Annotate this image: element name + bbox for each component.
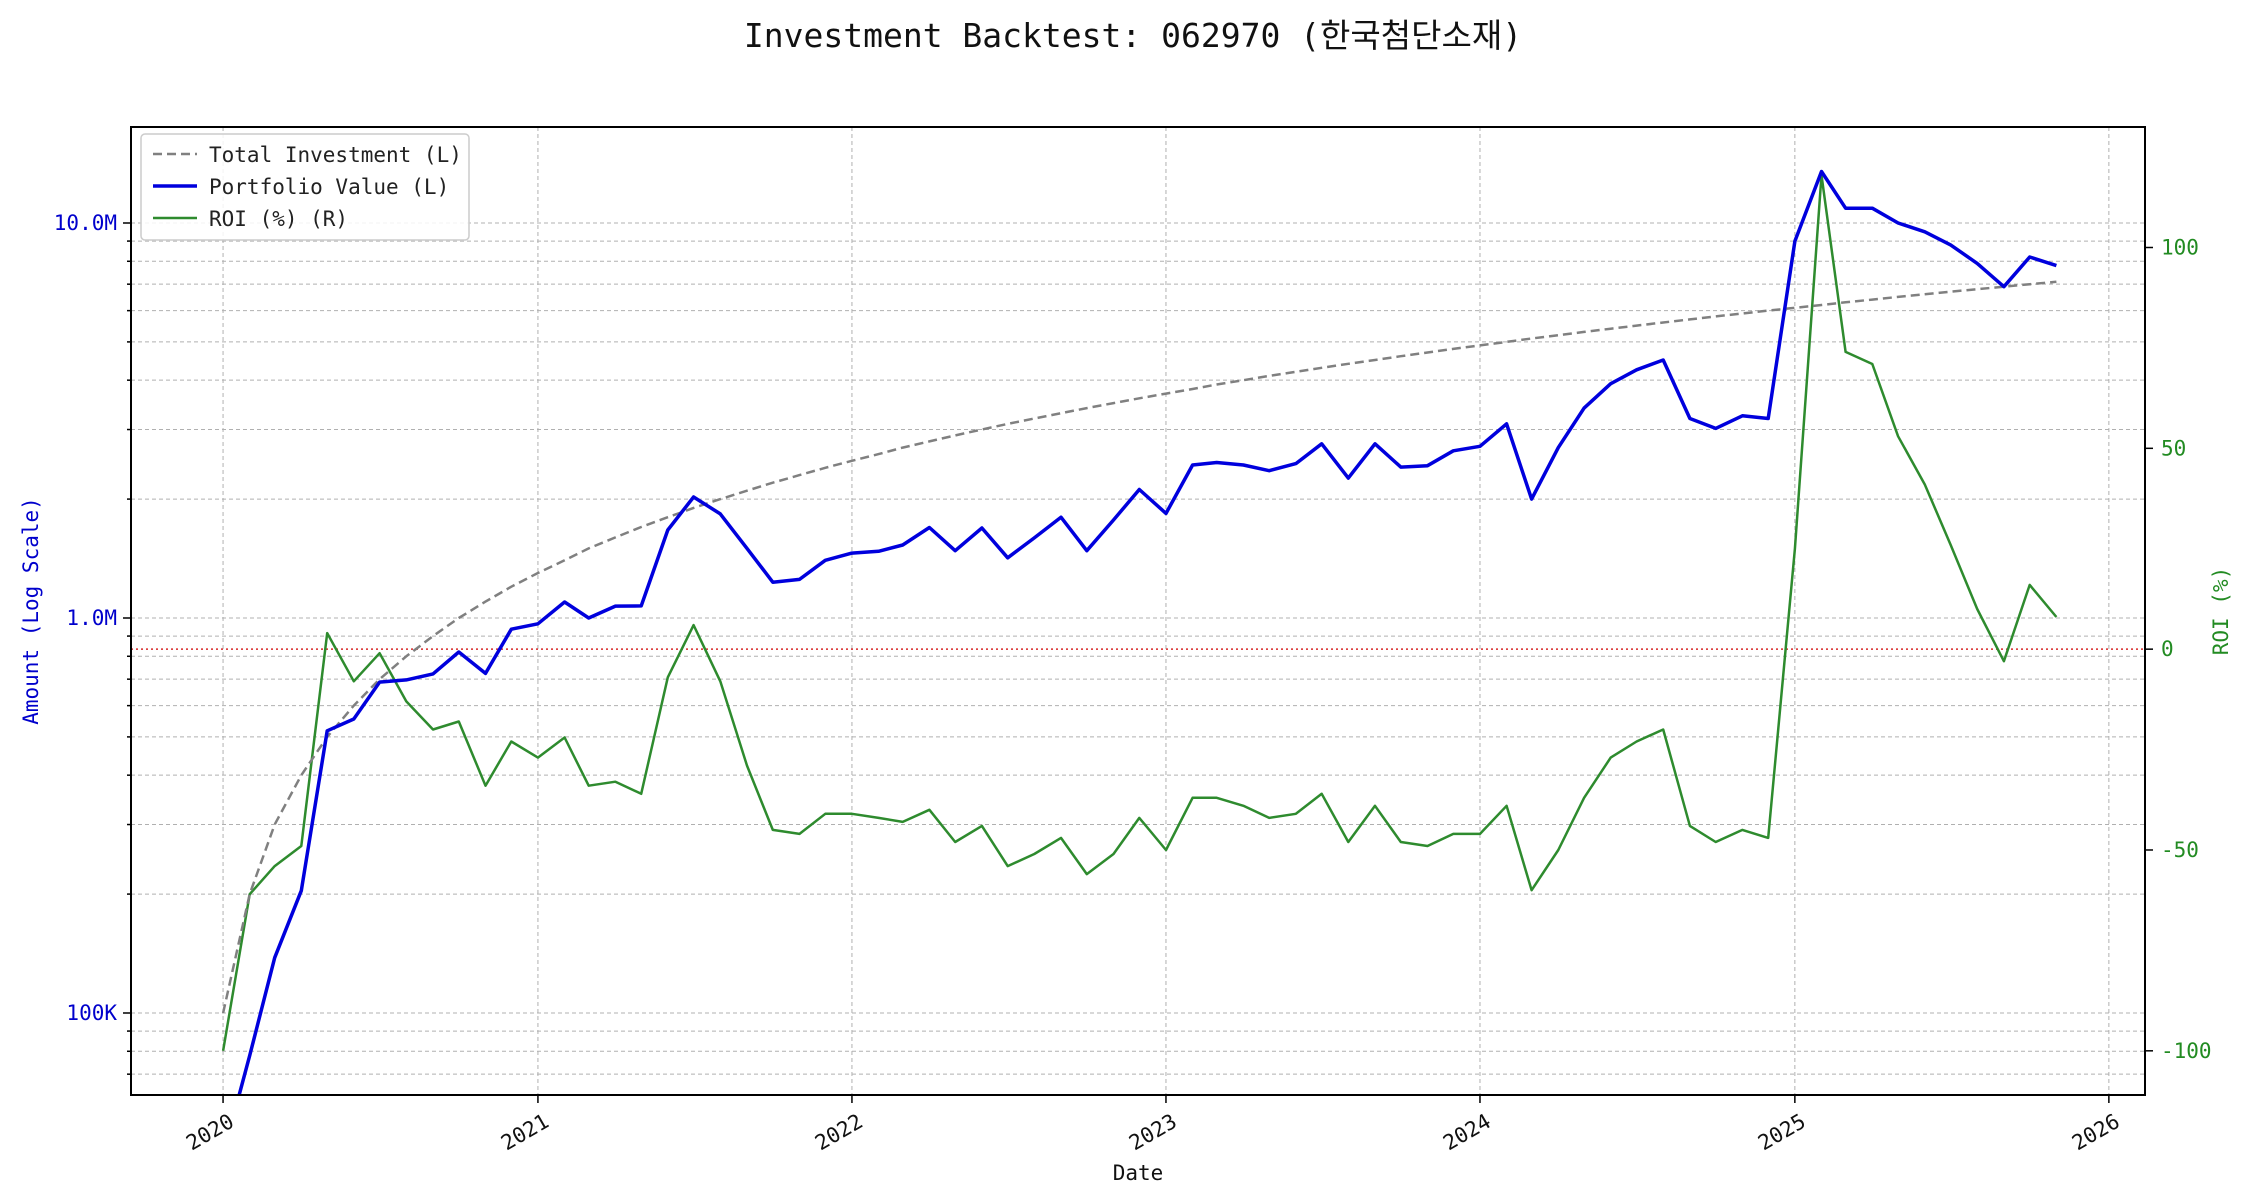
legend-label-roi: ROI (%) (R): [209, 207, 348, 231]
x-axis-label: Date: [1113, 1161, 1164, 1185]
legend: Total Investment (L) Portfolio Value (L)…: [140, 133, 470, 241]
y-right-tick-label: -100: [2161, 1039, 2212, 1063]
y-right-tick-label: 0: [2161, 637, 2174, 661]
series-layer: [221, 169, 2058, 1095]
total-investment-line: [221, 280, 2057, 1014]
y-axis-right-label: ROI (%): [2209, 567, 2233, 656]
y-right-tick-label: 100: [2161, 235, 2199, 259]
roi-line: [221, 173, 2058, 1052]
legend-label-total-investment: Total Investment (L): [209, 143, 462, 167]
portfolio-value-line: [237, 169, 2057, 1095]
grid: [131, 127, 2145, 1095]
y-left-tick-label: 1.0M: [66, 606, 117, 630]
y-left-tick-label: 10.0M: [54, 211, 117, 235]
plot-frame: [130, 126, 2146, 1096]
y-axis-left-label: Amount (Log Scale): [19, 497, 43, 725]
y-right-tick-label: 50: [2161, 436, 2186, 460]
chart-title: Investment Backtest: 062970 (한국첨단소재): [744, 16, 1522, 55]
y-left-tick-label: 100K: [66, 1001, 117, 1025]
legend-label-portfolio-value: Portfolio Value (L): [209, 175, 449, 199]
y-right-tick-label: -50: [2161, 838, 2199, 862]
legend-box: [140, 133, 470, 241]
